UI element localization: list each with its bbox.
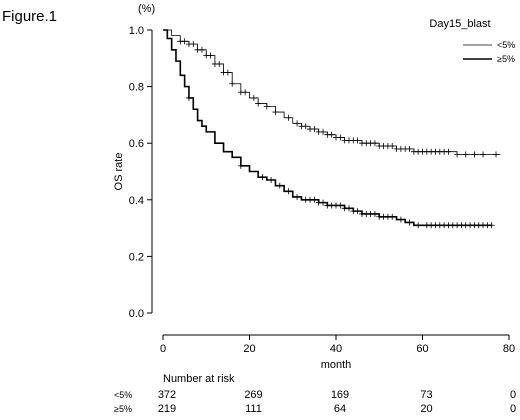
censor-mark <box>320 199 327 206</box>
legend-title: Day15_blast <box>429 18 490 30</box>
censor-mark <box>371 140 378 147</box>
risk-value: 20 <box>420 403 432 415</box>
y-unit-label: (%) <box>138 3 155 15</box>
censor-mark <box>328 131 335 138</box>
censor-mark <box>406 219 413 226</box>
censor-mark <box>285 114 292 121</box>
censor-mark <box>354 137 361 144</box>
censor-mark <box>268 176 275 183</box>
censor-mark <box>389 213 396 220</box>
y-tick-label: 1.0 <box>129 25 144 37</box>
censor-marks <box>177 38 500 229</box>
censor-mark <box>397 216 404 223</box>
censor-mark <box>415 222 422 229</box>
curve-series-1 <box>163 29 492 227</box>
y-tick-label: 0.6 <box>129 138 144 150</box>
risk-value: 73 <box>420 389 432 401</box>
risk-value: 111 <box>245 403 262 415</box>
censor-mark <box>311 126 318 133</box>
censor-mark <box>488 222 495 229</box>
censor-mark <box>320 128 327 135</box>
censor-mark <box>445 148 452 155</box>
x-tick-label: 20 <box>243 343 255 355</box>
x-axis-label: month <box>321 359 352 371</box>
censor-mark <box>345 205 352 212</box>
x-tick-label: 60 <box>416 343 428 355</box>
censor-mark <box>371 210 378 217</box>
censor-mark <box>302 123 309 130</box>
censor-mark <box>198 46 205 53</box>
censor-mark <box>285 188 292 195</box>
y-tick-label: 0.0 <box>129 308 144 320</box>
censor-mark <box>276 182 283 189</box>
legend-label: <5% <box>497 40 515 50</box>
risk-table-title: Number at risk <box>163 373 235 385</box>
figure-label: Figure.1 <box>2 8 58 25</box>
censor-mark <box>181 38 188 45</box>
censor-mark <box>294 120 301 127</box>
censor-mark <box>294 193 301 200</box>
x-tick-label: 80 <box>503 343 515 355</box>
risk-value: 372 <box>158 389 176 401</box>
censor-mark <box>272 109 279 116</box>
legend: Day15_blast <5% ≥5% <box>429 18 515 64</box>
curves <box>163 29 501 227</box>
censor-mark <box>229 80 236 87</box>
censor-mark <box>493 151 500 158</box>
risk-value: 219 <box>158 403 176 415</box>
y-axis-label: OS rate <box>113 153 125 191</box>
risk-value: 0 <box>510 403 516 415</box>
y-tick-label: 0.4 <box>129 195 144 207</box>
risk-value: 269 <box>244 389 262 401</box>
axes: 0 20 40 60 80 month 0.0 0.2 0.4 0.6 0.8 1.0 OS rate (… <box>113 3 515 371</box>
censor-mark <box>190 41 197 48</box>
x-tick-label: 0 <box>160 343 166 355</box>
risk-row-label: <5% <box>114 390 132 400</box>
censor-mark <box>354 208 361 215</box>
censor-mark <box>389 143 396 150</box>
censor-mark <box>311 196 318 203</box>
risk-value: 0 <box>510 389 516 401</box>
risk-table: Number at risk <5% 372 269 169 73 0 ≥5% 219 111 64… <box>114 373 516 415</box>
censor-mark <box>250 94 257 101</box>
censor-mark <box>185 94 192 101</box>
censor-mark <box>454 151 461 158</box>
risk-row-label: ≥5% <box>114 404 132 414</box>
censor-mark <box>255 100 262 107</box>
censor-mark <box>406 145 413 152</box>
censor-mark <box>462 151 469 158</box>
censor-mark <box>263 103 270 110</box>
risk-value: 64 <box>334 403 346 415</box>
y-tick-label: 0.2 <box>129 251 144 263</box>
censor-mark <box>216 60 223 67</box>
censor-mark <box>337 202 344 209</box>
risk-value: 169 <box>331 389 349 401</box>
censor-mark <box>242 89 249 96</box>
legend-label: ≥5% <box>497 54 515 64</box>
censor-mark <box>207 52 214 59</box>
x-tick-label: 40 <box>330 343 342 355</box>
y-tick-label: 0.8 <box>129 82 144 94</box>
censor-mark <box>480 151 487 158</box>
censor-mark <box>224 69 231 76</box>
censor-mark <box>259 174 266 181</box>
censor-mark <box>337 134 344 141</box>
censor-mark <box>237 162 244 169</box>
censor-mark <box>471 151 478 158</box>
